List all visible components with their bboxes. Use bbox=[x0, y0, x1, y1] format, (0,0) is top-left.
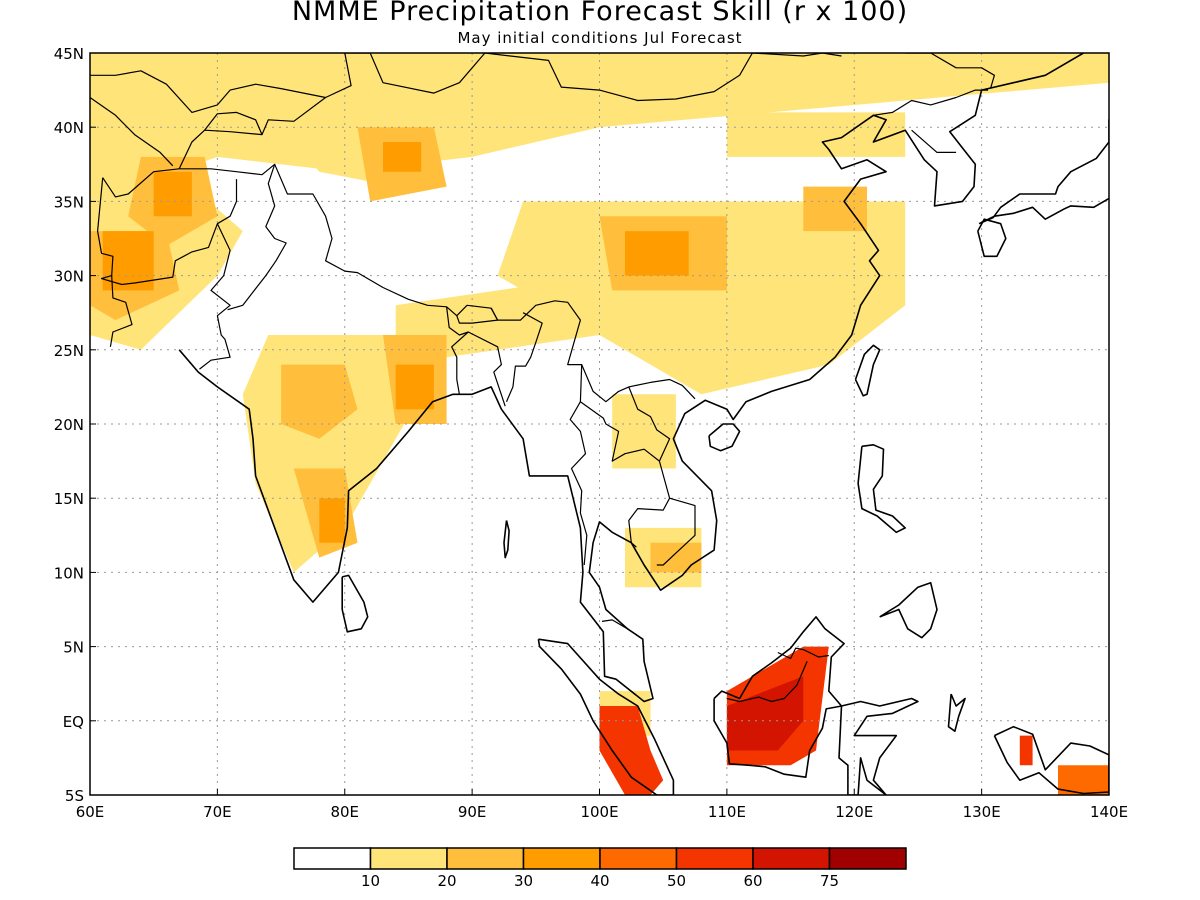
colorbar-swatch bbox=[599, 847, 678, 870]
coastline-india bbox=[178, 53, 1084, 703]
country-border bbox=[579, 364, 671, 548]
country-border bbox=[344, 53, 753, 102]
lon-tick-label: 140E bbox=[1090, 803, 1128, 821]
colorbar-swatch bbox=[675, 847, 754, 870]
country-border bbox=[456, 307, 499, 324]
lon-tick-label: 110E bbox=[708, 803, 746, 821]
lat-tick-label: 15N bbox=[54, 490, 84, 508]
country-border bbox=[752, 53, 842, 57]
coastline-luzon bbox=[857, 443, 907, 534]
skill-region bbox=[319, 498, 345, 543]
colorbar-swatch bbox=[828, 847, 907, 870]
country-border bbox=[96, 177, 238, 286]
country-border bbox=[179, 163, 696, 403]
lat-tick-label: 40N bbox=[54, 119, 84, 137]
coastline-mindanao bbox=[879, 581, 938, 639]
country-border bbox=[656, 497, 696, 566]
skill-region bbox=[625, 231, 689, 276]
skill-region bbox=[1019, 735, 1033, 766]
colorbar: 10 20 30 40 50 60 75 bbox=[293, 847, 907, 890]
lat-tick-label: 25N bbox=[54, 342, 84, 360]
country-border bbox=[90, 97, 174, 167]
coastline-layer bbox=[178, 53, 1109, 795]
lon-tick-label: 70E bbox=[203, 803, 232, 821]
lon-tick-label: 100E bbox=[580, 803, 618, 821]
colorbar-label: 20 bbox=[437, 872, 456, 890]
lon-tick-label: 90E bbox=[458, 803, 487, 821]
map-title: NMME Precipitation Forecast Skill (r x 1… bbox=[291, 0, 909, 27]
colorbar-label: 30 bbox=[514, 872, 533, 890]
country-border bbox=[873, 89, 988, 116]
country-border bbox=[178, 53, 352, 170]
lat-tick-label: 45N bbox=[54, 45, 84, 63]
coastline-hainan bbox=[708, 423, 741, 452]
skill-region bbox=[599, 706, 664, 795]
lat-tick-label: 10N bbox=[54, 564, 84, 582]
country-border bbox=[451, 331, 469, 395]
skill-region bbox=[726, 676, 804, 751]
country-border bbox=[905, 53, 996, 89]
colorbar-label: 10 bbox=[361, 872, 380, 890]
country-border bbox=[505, 312, 543, 402]
colorbar-label: 75 bbox=[820, 872, 839, 890]
country-border bbox=[777, 647, 829, 660]
lon-tick-label: 80E bbox=[330, 803, 359, 821]
lat-tick-label: 5N bbox=[63, 639, 84, 657]
skill-region bbox=[1058, 765, 1109, 795]
colorbar-label: 60 bbox=[743, 872, 762, 890]
colorbar-swatch bbox=[293, 847, 372, 870]
country-border bbox=[227, 164, 287, 311]
country-border bbox=[102, 168, 180, 198]
colorbar-swatch bbox=[369, 847, 448, 870]
coastline-borneo bbox=[713, 616, 845, 779]
coastline-japan bbox=[978, 118, 1109, 225]
coastline-halmahera bbox=[947, 693, 966, 733]
map-subtitle: May initial conditions Jul Forecast bbox=[457, 29, 743, 47]
lat-tick-label: 20N bbox=[54, 416, 84, 434]
coastline-newguinea bbox=[993, 725, 1109, 795]
skill-region bbox=[383, 142, 422, 172]
colorbar-label: 40 bbox=[590, 872, 609, 890]
lon-tick-label: 120E bbox=[835, 803, 873, 821]
country-border bbox=[204, 111, 263, 135]
lat-tick-label: 5S bbox=[65, 787, 84, 805]
skill-region bbox=[650, 542, 702, 573]
lat-tick-label: 30N bbox=[54, 268, 84, 286]
country-border bbox=[726, 661, 808, 703]
skill-region bbox=[395, 364, 434, 410]
coastline-sulawesi bbox=[838, 697, 919, 795]
coastline-sumatra bbox=[537, 638, 675, 795]
coastline-taiwan bbox=[854, 344, 881, 397]
country-border bbox=[601, 619, 628, 630]
colorbar-swatch bbox=[522, 847, 601, 870]
skill-region bbox=[612, 394, 676, 469]
country-border bbox=[199, 223, 231, 370]
country-border bbox=[911, 129, 957, 153]
colorbar-label: 50 bbox=[667, 872, 686, 890]
colorbar-swatch bbox=[446, 847, 525, 870]
country-border bbox=[90, 70, 326, 114]
skill-region bbox=[803, 186, 867, 232]
lon-tick-label: 60E bbox=[76, 803, 105, 821]
lat-tick-label: EQ bbox=[63, 713, 84, 731]
country-border bbox=[569, 401, 588, 566]
axis-ticks: 60E 70E 80E 90E 100E 110E 120E 130E 140E 45N 40N 35… bbox=[54, 45, 1128, 821]
country-border bbox=[109, 275, 133, 347]
border-layer bbox=[90, 53, 1109, 795]
skill-region bbox=[153, 171, 192, 217]
skill-region bbox=[281, 364, 358, 439]
coastline-shikoku_kyushu bbox=[977, 218, 1007, 258]
colorbar-swatch bbox=[752, 847, 831, 870]
coastline-andaman bbox=[503, 520, 510, 559]
lat-tick-label: 35N bbox=[54, 193, 84, 211]
country-border bbox=[628, 386, 671, 462]
coastline-srilanka bbox=[341, 574, 369, 633]
lon-tick-label: 130E bbox=[963, 803, 1001, 821]
country-border bbox=[446, 306, 506, 407]
